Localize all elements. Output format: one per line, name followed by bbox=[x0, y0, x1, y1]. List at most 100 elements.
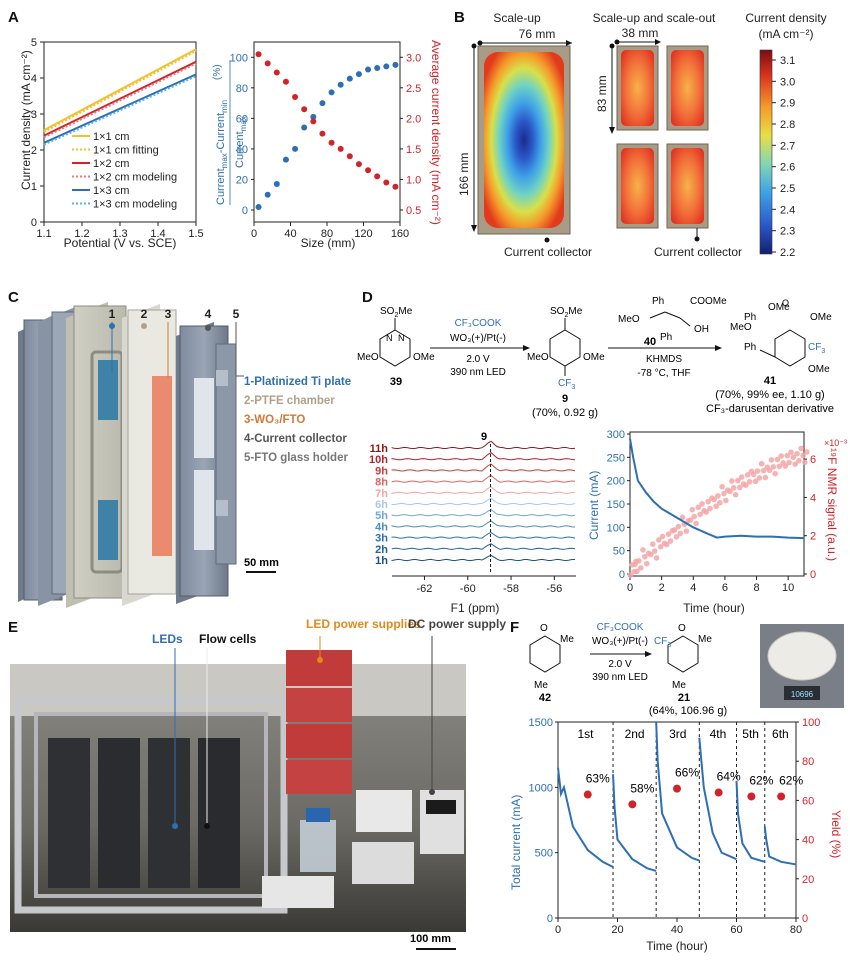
data-point-blue bbox=[346, 75, 353, 82]
data-point-blue bbox=[328, 89, 335, 96]
svg-text:MeO: MeO bbox=[527, 352, 549, 363]
x-tick-label: -62 bbox=[417, 583, 433, 595]
nmr-time-label: 11h bbox=[370, 443, 389, 455]
nmr-signal-point bbox=[640, 547, 646, 553]
nmr-signal-point bbox=[655, 537, 662, 543]
run-label: 6th bbox=[772, 727, 789, 741]
y-tick-label-left: 40 bbox=[236, 144, 248, 156]
data-point-blue bbox=[301, 124, 308, 131]
conditions-f: CF₃COOK WO₃(+)/Pt(-) 2.0 V 390 nm LED bbox=[592, 622, 648, 683]
colorbar-tick-label: 2.4 bbox=[780, 204, 795, 216]
y-tick-label-right: 2.5 bbox=[406, 83, 421, 95]
panel-letter-f: F bbox=[510, 619, 519, 636]
svg-text:SO2Me: SO2Me bbox=[380, 306, 413, 319]
x-tick-label: 80 bbox=[321, 228, 333, 240]
nmr-time-label: 4h bbox=[375, 521, 388, 533]
nmr-signal-point bbox=[713, 503, 719, 510]
nmr-signal-point bbox=[730, 485, 737, 491]
nmr-signal-point bbox=[627, 572, 634, 578]
me-42-top: Me bbox=[560, 634, 574, 645]
nmr-signal-point bbox=[729, 478, 735, 484]
nmr-signal-point bbox=[697, 511, 704, 518]
colorbar-title-1: Current density bbox=[745, 11, 826, 25]
data-point-blue bbox=[383, 63, 390, 70]
dimension-small-width-arrow bbox=[614, 39, 661, 45]
nmr-signal-point bbox=[691, 513, 698, 520]
flow-cell-exploded-view bbox=[18, 302, 237, 608]
compound-42: 42 bbox=[539, 692, 551, 704]
y-tick-label-right: 80 bbox=[802, 756, 814, 768]
yield-label: 62% bbox=[749, 773, 773, 787]
dim-166mm: 166 mm bbox=[457, 153, 471, 196]
nmr-signal-point bbox=[738, 474, 745, 480]
y-tick-label: 0 bbox=[31, 217, 37, 229]
x-tick-label: 1.3 bbox=[112, 228, 127, 240]
svg-text:OH: OH bbox=[694, 324, 709, 335]
cond1-electrodes: WO₃(+)/Pt(-) bbox=[450, 333, 506, 344]
y-tick-label: 5 bbox=[31, 37, 37, 49]
data-point-red bbox=[319, 130, 326, 137]
nmr-signal-point bbox=[673, 534, 680, 540]
yield-point bbox=[673, 784, 681, 793]
nmr-signal-point bbox=[754, 468, 761, 474]
chart-a-right-ylabel-right: Average current density (mA cm⁻²) bbox=[429, 40, 443, 225]
nmr-time-label: 6h bbox=[375, 499, 388, 511]
nmr-signal-point bbox=[719, 483, 725, 490]
x-tick-label: -60 bbox=[460, 583, 476, 595]
series-line bbox=[43, 48, 197, 132]
current-collector-label-1: Current collector bbox=[504, 245, 592, 259]
chart-d-ylabel-left: Current (mA) bbox=[587, 471, 601, 540]
nmr-signal-point bbox=[784, 452, 791, 459]
nmr-signal-point bbox=[671, 527, 678, 533]
nmr-time-label: 9h bbox=[375, 465, 388, 477]
y-tick-label-right: 0.5 bbox=[406, 205, 421, 217]
y-tick-label-left: 500 bbox=[535, 848, 553, 860]
svg-text:OMe: OMe bbox=[583, 352, 605, 363]
dimension-height-arrow bbox=[471, 43, 477, 232]
legend-c-5: 5-FTO glass holder bbox=[244, 452, 348, 464]
colorbar-tick-label: 2.7 bbox=[780, 140, 795, 152]
x-tick-label: -58 bbox=[503, 583, 519, 595]
chart-f-xlabel: Time (hour) bbox=[646, 939, 708, 953]
cond1-light: 390 nm LED bbox=[450, 367, 506, 378]
balance-reading: 10696 bbox=[791, 690, 814, 699]
data-point-red bbox=[282, 78, 289, 85]
legend-label: 1×3 cm modeling bbox=[93, 199, 177, 211]
legend-label: 1×1 cm bbox=[93, 131, 129, 143]
cond1-reagent: CF₃COOK bbox=[455, 318, 502, 329]
data-point-blue bbox=[273, 181, 280, 188]
nmr-signal-point bbox=[766, 467, 773, 474]
dim-76mm: 76 mm bbox=[519, 27, 556, 41]
y-tick-label: 3 bbox=[31, 109, 37, 121]
panel-c-callouts: 1 2 3 4 5 bbox=[109, 307, 244, 378]
callout-5: 5 bbox=[233, 307, 240, 321]
svg-text:CF3: CF3 bbox=[654, 636, 671, 649]
data-point-blue bbox=[365, 66, 372, 73]
y-tick-label-right: 2 bbox=[810, 531, 816, 543]
chart-d-ylabel-right: ¹⁹F NMR signal (a.u.) bbox=[825, 448, 839, 561]
svg-text:(%): (%) bbox=[212, 64, 223, 80]
nmr-signal-point bbox=[636, 558, 642, 564]
data-point-blue bbox=[292, 145, 299, 152]
y-tick-label-left: 100 bbox=[230, 52, 248, 64]
current-segment bbox=[655, 721, 700, 862]
nmr-signal-point bbox=[705, 498, 711, 505]
nmr-signal-point bbox=[800, 452, 806, 459]
nmr-signal-point bbox=[648, 551, 654, 558]
data-point-blue bbox=[392, 61, 399, 68]
compound-9-yield: (70%, 0.92 g) bbox=[532, 407, 598, 419]
yield-point bbox=[628, 800, 637, 809]
label-led-power: LED power supplies bbox=[306, 617, 421, 631]
nmr-signal-point bbox=[679, 514, 686, 521]
callout-4: 4 bbox=[205, 307, 212, 321]
nmr-spectrum bbox=[391, 520, 576, 528]
nmr-signal-point bbox=[689, 506, 696, 513]
nmr-signal-point bbox=[762, 474, 769, 481]
current-segment bbox=[612, 774, 657, 872]
nmr-signal-point bbox=[693, 520, 699, 527]
svg-text:O: O bbox=[678, 623, 686, 634]
svg-text:OMe: OMe bbox=[810, 312, 832, 323]
conditions-step-1: CF₃COOK WO₃(+)/Pt(-) 2.0 V 390 nm LED bbox=[450, 318, 506, 378]
y-tick-label-left: 50 bbox=[613, 546, 625, 558]
data-point-blue bbox=[255, 203, 262, 210]
